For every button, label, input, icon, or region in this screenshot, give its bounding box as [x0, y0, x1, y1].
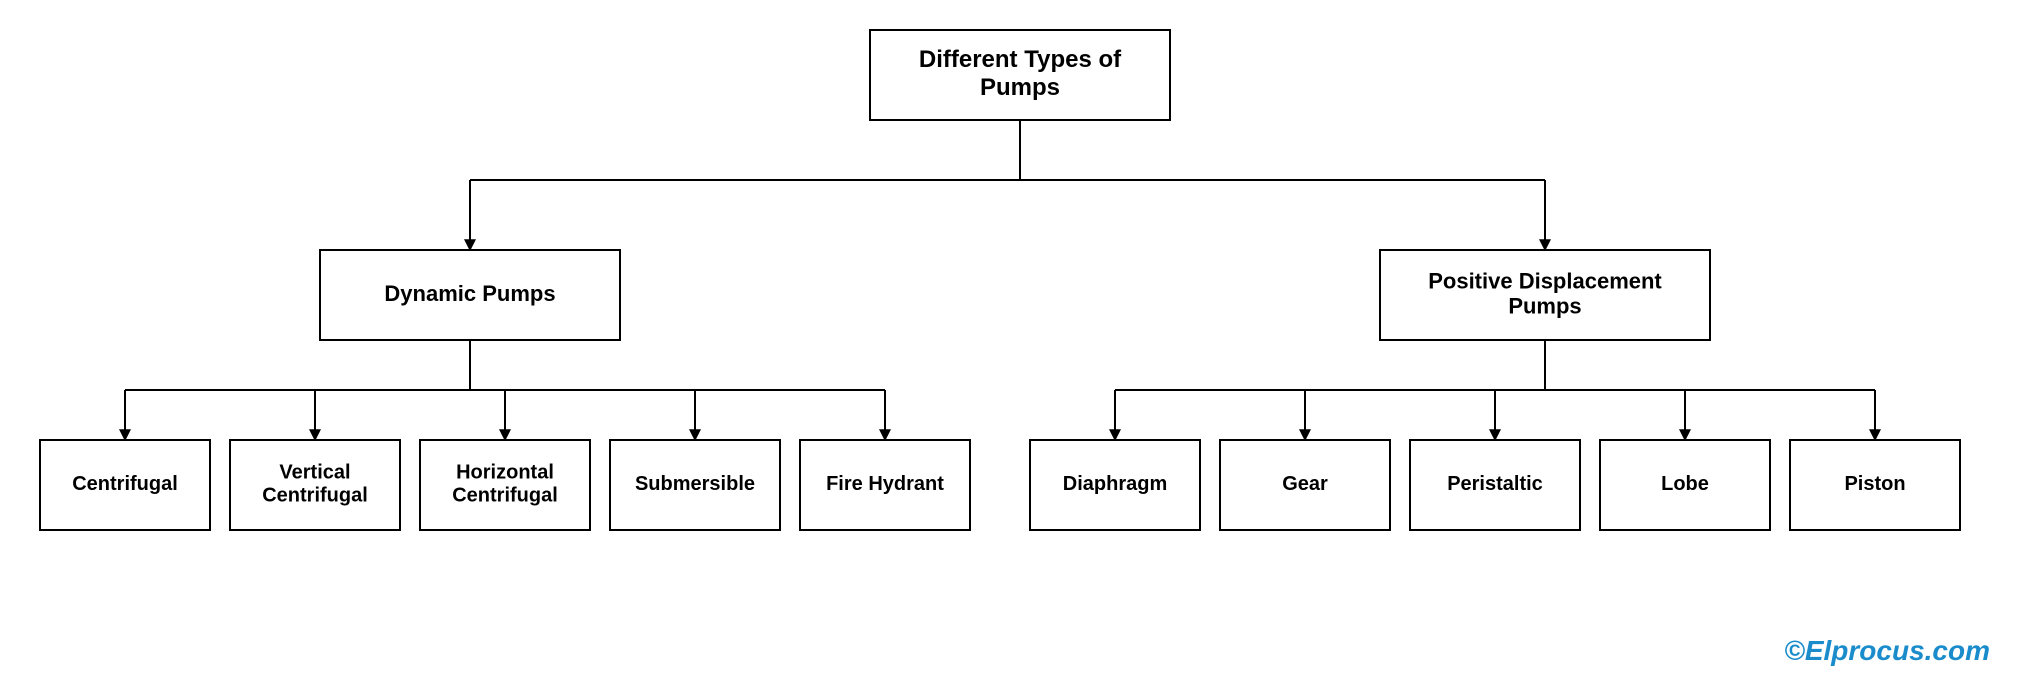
node-pdp: Positive DisplacementPumps	[1380, 250, 1710, 340]
watermark-text: ©Elprocus.com	[1784, 635, 1990, 666]
node-label: Lobe	[1661, 473, 1709, 495]
node-label: HorizontalCentrifugal	[452, 462, 558, 507]
node-label: Piston	[1844, 473, 1905, 495]
node-root: Different Types ofPumps	[870, 30, 1170, 120]
node-peristaltic: Peristaltic	[1410, 440, 1580, 530]
node-dynamic: Dynamic Pumps	[320, 250, 620, 340]
node-submersible: Submersible	[610, 440, 780, 530]
node-piston: Piston	[1790, 440, 1960, 530]
node-diaphragm: Diaphragm	[1030, 440, 1200, 530]
node-hcentrifugal: HorizontalCentrifugal	[420, 440, 590, 530]
node-label: Fire Hydrant	[826, 473, 944, 495]
node-label: Diaphragm	[1063, 473, 1167, 495]
node-label: Peristaltic	[1447, 473, 1543, 495]
node-firehydrant: Fire Hydrant	[800, 440, 970, 530]
node-centrifugal: Centrifugal	[40, 440, 210, 530]
tree-diagram: Different Types ofPumps Dynamic Pumps Posi…	[0, 0, 2040, 686]
node-label: Centrifugal	[72, 473, 178, 495]
node-label: Submersible	[635, 473, 755, 495]
node-vcentrifugal: VerticalCentrifugal	[230, 440, 400, 530]
node-lobe: Lobe	[1600, 440, 1770, 530]
node-label: Gear	[1282, 473, 1328, 495]
node-gear: Gear	[1220, 440, 1390, 530]
node-label: Dynamic Pumps	[384, 281, 555, 306]
